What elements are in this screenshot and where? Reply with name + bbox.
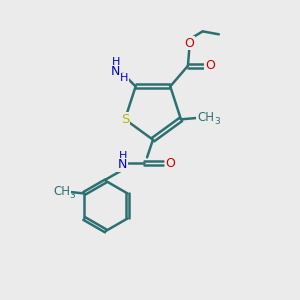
Text: O: O (205, 59, 215, 72)
Text: 3: 3 (214, 117, 220, 126)
Text: CH: CH (197, 111, 214, 124)
Text: O: O (184, 37, 194, 50)
Text: S: S (121, 113, 129, 126)
Text: H: H (120, 74, 128, 83)
Text: CH: CH (54, 185, 70, 199)
Text: 3: 3 (70, 191, 75, 200)
Text: N: N (111, 65, 121, 78)
Text: H: H (118, 151, 127, 161)
Text: H: H (112, 57, 120, 67)
Text: N: N (118, 158, 127, 171)
Text: O: O (166, 157, 176, 170)
